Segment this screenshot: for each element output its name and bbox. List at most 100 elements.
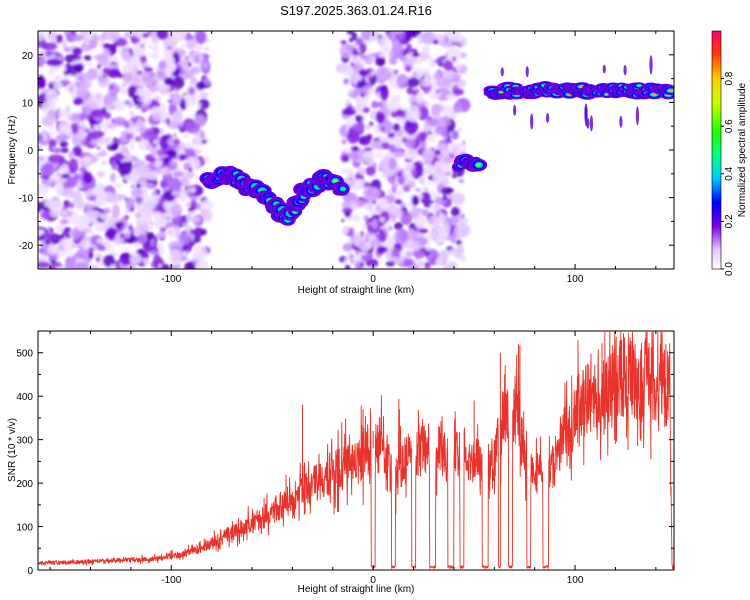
- spectrogram-noise-blob: [68, 150, 74, 159]
- spectrogram-noise-blob: [381, 98, 387, 108]
- spectrogram-signal-blob: [476, 163, 481, 167]
- spectrogram-noise-blob: [434, 149, 441, 156]
- spectrogram-noise-blob: [452, 56, 456, 62]
- spectrogram-noise-blob: [405, 105, 421, 123]
- spectrogram-noise-blob: [357, 166, 366, 176]
- spectrogram-noise-blob: [113, 236, 125, 245]
- spectrogram-noise-blob: [47, 109, 57, 119]
- spectrogram-noise-blob: [75, 261, 89, 269]
- spectrogram-noise-blob: [38, 248, 44, 254]
- spectrogram-noise-blob: [192, 215, 201, 223]
- spectrogram-noise-blob: [192, 245, 208, 261]
- spectrogram-noise-blob: [354, 261, 361, 269]
- spectrogram-noise-blob: [130, 144, 134, 150]
- spectrogram-signal-spur: [649, 55, 653, 75]
- spectrogram-noise-blob: [176, 64, 181, 69]
- snr-ytick-label: 300: [16, 436, 33, 447]
- spectrogram-noise-blob: [350, 178, 365, 190]
- spectrogram-noise-blob: [430, 228, 440, 239]
- spectrogram-noise-blob: [411, 170, 418, 177]
- spectrogram-noise-blob: [410, 207, 420, 220]
- spectrogram-noise-blob: [448, 216, 460, 224]
- spectrogram-noise-blob: [375, 110, 386, 124]
- spectrogram-noise-blob: [455, 61, 461, 72]
- spectrogram-noise-blob: [127, 125, 143, 133]
- spectrogram-noise-blob: [378, 120, 394, 134]
- spectrogram-noise-blob: [97, 101, 102, 105]
- spectrogram-noise-blob: [378, 231, 387, 243]
- spectrogram-noise-blob: [371, 52, 377, 58]
- spectrogram-noise-blob: [115, 119, 125, 126]
- spectrogram-noise-blob: [404, 164, 416, 171]
- spectrogram-noise-blob: [372, 219, 378, 229]
- spectrogram-noise-blob: [150, 222, 154, 225]
- spectrogram-noise-blob: [61, 211, 67, 215]
- spectrogram-noise-blob: [358, 135, 372, 146]
- spectrogram-noise-blob: [429, 58, 436, 68]
- spectrogram-noise-blob: [414, 215, 427, 229]
- spectrogram-noise-blob: [123, 231, 131, 239]
- spectrogram-noise-blob: [427, 131, 433, 135]
- spectrogram-noise-blob: [97, 151, 108, 157]
- spectrogram-noise-blob: [94, 123, 99, 131]
- spectrogram-noise-blob: [426, 224, 432, 229]
- spectrogram-noise-blob: [376, 66, 391, 82]
- spectrogram-noise-blob: [114, 182, 123, 189]
- spectrogram-noise-blob: [69, 84, 75, 93]
- spectrogram-noise-blob: [60, 147, 70, 154]
- spectrogram-noise-blob: [156, 31, 169, 40]
- spectrogram-noise-blob: [184, 92, 200, 102]
- spectrogram-noise-blob: [61, 238, 75, 253]
- spectrogram-noise-blob: [99, 244, 105, 252]
- spectrogram-noise-blob: [97, 64, 101, 69]
- spectrogram-noise-blob: [145, 137, 151, 141]
- spectrogram-noise-blob: [355, 37, 364, 46]
- spectrogram-noise-blob: [148, 44, 154, 50]
- spectrogram-noise-blob: [188, 167, 193, 174]
- spectrogram-ytick-label: 0: [27, 146, 33, 157]
- spectrogram-noise-blob: [60, 163, 70, 176]
- spectrogram-noise-blob: [55, 34, 63, 44]
- spectrogram-noise-blob: [145, 154, 154, 162]
- spectrogram-noise-blob: [72, 145, 83, 157]
- spectrogram-noise-blob: [64, 262, 74, 269]
- spectrogram-noise-blob: [186, 42, 196, 50]
- spectrogram-noise-blob: [106, 218, 113, 222]
- spectrogram-noise-blob: [95, 257, 100, 262]
- snr-xtick-label: -100: [161, 575, 181, 586]
- spectrogram-noise-blob: [157, 155, 164, 162]
- spectrogram-noise-blob: [96, 237, 110, 245]
- spectrogram-noise-blob: [130, 184, 135, 189]
- spectrogram-noise-blob: [195, 62, 200, 66]
- spectrogram-noise-blob: [73, 173, 80, 181]
- spectrogram-noise-blob: [145, 231, 155, 240]
- spectrogram-noise-blob: [203, 156, 210, 162]
- spectrogram-noise-blob: [178, 232, 191, 245]
- spectrogram-noise-blob: [141, 197, 156, 211]
- spectrogram-noise-blob: [90, 139, 98, 145]
- spectrogram-noise-blob: [428, 215, 442, 227]
- spectrogram-noise-blob: [55, 134, 69, 142]
- spectrogram-noise-blob: [48, 200, 62, 212]
- spectrogram-noise-blob: [136, 248, 145, 255]
- spectrogram-noise-blob: [127, 100, 134, 109]
- spectrogram-noise-blob: [182, 134, 190, 139]
- spectrogram-noise-blob: [65, 256, 77, 265]
- spectrogram-noise-blob: [63, 46, 71, 53]
- spectrogram-noise-blob: [410, 48, 418, 53]
- spectrogram-noise-blob: [461, 140, 466, 145]
- spectrogram-noise-blob: [109, 85, 114, 90]
- spectrogram-noise-blob: [84, 170, 88, 174]
- spectrogram-noise-blob: [443, 156, 453, 164]
- spectrogram-noise-blob: [77, 55, 83, 59]
- spectrogram-signal-blob: [653, 94, 655, 95]
- spectrogram-noise-blob: [47, 126, 55, 130]
- spectrogram-noise-blob: [138, 175, 148, 189]
- spectrogram-noise-blob: [172, 142, 176, 146]
- spectrogram-noise-blob: [369, 265, 375, 269]
- spectrogram-noise-blob: [407, 181, 416, 188]
- snr-ytick-label: 400: [16, 392, 33, 403]
- spectrogram-noise-blob: [38, 201, 42, 213]
- spectrogram-noise-blob: [103, 254, 116, 268]
